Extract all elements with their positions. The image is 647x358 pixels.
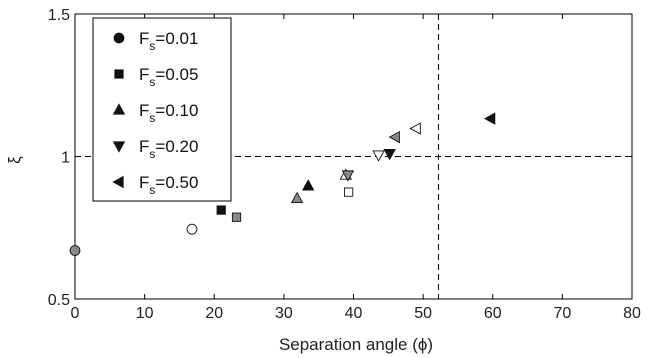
data-point — [341, 170, 355, 182]
data-point — [69, 245, 81, 256]
data-point — [216, 205, 226, 215]
data-point — [409, 122, 421, 135]
data-point — [302, 179, 315, 191]
x-tick-label: 50 — [414, 305, 432, 322]
series-triangle-left — [388, 112, 496, 144]
data-point — [290, 191, 304, 204]
data-point — [383, 149, 396, 161]
x-tick-label: 0 — [71, 305, 80, 322]
y-tick-label: 1.5 — [48, 7, 70, 24]
y-tick-label: 1 — [61, 150, 70, 167]
legend-marker — [113, 32, 125, 44]
data-point — [344, 187, 354, 197]
series-triangle-down — [341, 149, 396, 182]
series-triangle-up — [290, 168, 353, 204]
legend-label: Fs=0.01 — [139, 29, 198, 53]
legend-label: Fs=0.05 — [139, 65, 198, 89]
x-tick-label: 10 — [136, 305, 154, 322]
legend-label: Fs=0.20 — [139, 137, 198, 161]
y-axis-title: ξ — [5, 156, 24, 164]
data-point — [388, 130, 400, 144]
legend-item: Fs=0.10 — [112, 101, 198, 125]
legend-item: Fs=0.01 — [113, 29, 198, 53]
legend-item: Fs=0.50 — [112, 173, 198, 197]
legend-item: Fs=0.05 — [114, 65, 198, 89]
legend-label: Fs=0.10 — [139, 101, 198, 125]
x-axis-title: Separation angle (ϕ) — [279, 335, 433, 354]
x-tick-label: 40 — [345, 305, 363, 322]
series-circle — [69, 223, 198, 256]
legend-label: Fs=0.50 — [139, 173, 198, 197]
x-tick-label: 70 — [553, 305, 571, 322]
legend-marker — [114, 69, 124, 79]
x-tick-label: 80 — [623, 305, 641, 322]
data-point — [231, 212, 242, 222]
series-square — [216, 187, 354, 222]
legend-marker — [112, 103, 126, 115]
x-tick-label: 60 — [484, 305, 502, 322]
data-point — [186, 223, 198, 235]
y-tick-label: 0.5 — [48, 292, 70, 309]
data-point — [372, 150, 385, 162]
legend-marker — [112, 175, 124, 189]
legend-marker — [112, 141, 126, 153]
data-point — [484, 112, 496, 125]
legend-item: Fs=0.20 — [112, 137, 198, 161]
x-tick-label: 20 — [205, 305, 223, 322]
x-tick-label: 30 — [275, 305, 293, 322]
